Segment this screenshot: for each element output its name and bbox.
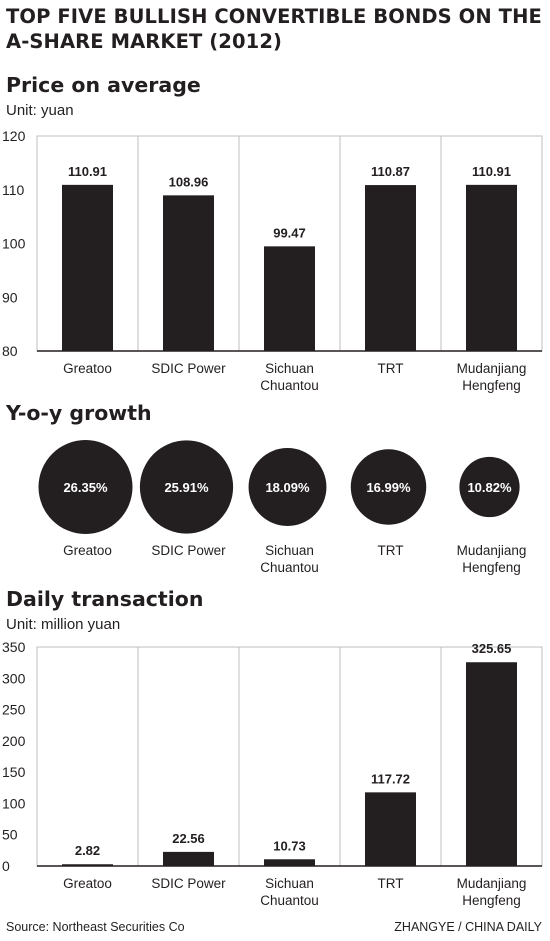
growth-category-label-5-line2: Hengfeng xyxy=(462,560,521,575)
price-category-label-4: TRT xyxy=(378,361,404,376)
daily-ytick-350: 350 xyxy=(2,639,26,655)
growth-bubble-chart: 26.35% 25.91% 18.09% 16.99% 10.82% Greatoo SDI… xyxy=(38,440,527,575)
price-value-label-5: 110.91 xyxy=(472,164,511,179)
price-ytick-90: 90 xyxy=(2,289,18,305)
growth-bubble-2 xyxy=(139,440,234,534)
price-value-label-4: 110.87 xyxy=(371,164,410,179)
price-bar-3 xyxy=(264,246,315,351)
growth-category-label-3-line2: Chuantou xyxy=(260,560,319,575)
daily-value-label-5: 325.65 xyxy=(472,641,512,656)
daily-ytick-50: 50 xyxy=(2,827,18,843)
daily-bar-3 xyxy=(264,859,315,866)
daily-category-label-1: Greatoo xyxy=(63,876,112,891)
growth-section-title: Y-o-y growth xyxy=(6,401,152,425)
daily-value-label-3: 10.73 xyxy=(273,838,306,853)
growth-value-label-4: 16.99% xyxy=(366,480,411,495)
daily-bar-2 xyxy=(163,851,214,866)
daily-ytick-150: 150 xyxy=(2,764,26,780)
price-bar-4 xyxy=(365,185,416,351)
price-ytick-110: 110 xyxy=(2,182,25,198)
daily-bar-chart: 0 50 100 150 200 250 300 350 2.82 22.56 10.73 117.7… xyxy=(2,639,543,908)
daily-category-label-3-line1: Sichuan xyxy=(265,876,314,891)
daily-ytick-100: 100 xyxy=(2,795,26,811)
price-bar-2 xyxy=(163,195,214,351)
growth-value-label-1: 26.35% xyxy=(63,480,108,495)
price-ytick-100: 100 xyxy=(2,236,26,252)
daily-bar-5 xyxy=(466,662,517,866)
daily-category-label-2: SDIC Power xyxy=(151,876,226,891)
price-unit-label: Unit: yuan xyxy=(6,102,74,119)
daily-value-label-2: 22.56 xyxy=(172,831,205,846)
daily-ytick-200: 200 xyxy=(2,733,26,749)
growth-category-label-5-line1: Mudanjiang xyxy=(457,543,527,558)
price-value-label-2: 108.96 xyxy=(169,174,209,189)
growth-category-label-3-line1: Sichuan xyxy=(265,543,314,558)
daily-category-label-5-line2: Hengfeng xyxy=(462,893,521,908)
growth-bubble-4 xyxy=(350,449,427,525)
growth-bubble-3 xyxy=(248,448,327,526)
daily-value-label-1: 2.82 xyxy=(75,843,100,858)
price-category-label-3-line1: Sichuan xyxy=(265,361,314,376)
daily-unit-label: Unit: million yuan xyxy=(6,616,121,633)
growth-category-label-2: SDIC Power xyxy=(151,543,226,558)
price-category-label-1: Greatoo xyxy=(63,361,112,376)
infographic-title: TOP FIVE BULLISH CONVERTIBLE BONDS ON TH… xyxy=(6,5,542,53)
price-bar-chart: 80 90 100 110 120 110.91 108.96 99.47 110.87 110.… xyxy=(2,128,543,393)
daily-ytick-0: 0 xyxy=(2,858,10,874)
price-category-label-5-line1: Mudanjiang xyxy=(457,361,527,376)
growth-value-label-2: 25.91% xyxy=(164,480,209,495)
price-category-label-3-line2: Chuantou xyxy=(260,378,319,393)
price-category-label-2: SDIC Power xyxy=(151,361,226,376)
price-bar-5 xyxy=(466,184,517,351)
price-bar-1 xyxy=(62,184,113,351)
price-ytick-80: 80 xyxy=(2,343,18,359)
daily-category-label-4: TRT xyxy=(378,876,404,891)
price-section-title: Price on average xyxy=(6,73,201,97)
growth-value-label-5: 10.82% xyxy=(467,480,512,495)
daily-value-label-4: 117.72 xyxy=(371,771,410,786)
price-value-label-3: 99.47 xyxy=(273,225,306,240)
price-category-label-5-line2: Hengfeng xyxy=(462,378,521,393)
growth-value-label-3: 18.09% xyxy=(265,480,310,495)
daily-category-label-3-line2: Chuantou xyxy=(260,893,319,908)
daily-bar-1 xyxy=(62,864,113,866)
source-note: Source: Northeast Securities Co xyxy=(6,920,185,934)
growth-bubble-1 xyxy=(38,440,133,534)
price-ytick-120: 120 xyxy=(2,128,26,144)
daily-bar-4 xyxy=(365,792,416,866)
daily-ytick-250: 250 xyxy=(2,702,26,718)
growth-category-label-4: TRT xyxy=(378,543,404,558)
daily-ytick-300: 300 xyxy=(2,670,26,686)
credit-line: ZHANGYE / CHINA DAILY xyxy=(394,920,542,934)
daily-section-title: Daily transaction xyxy=(6,587,204,611)
growth-bubble-5 xyxy=(459,456,520,518)
growth-category-label-1: Greatoo xyxy=(63,543,112,558)
price-value-label-1: 110.91 xyxy=(68,164,107,179)
daily-category-label-5-line1: Mudanjiang xyxy=(457,876,527,891)
